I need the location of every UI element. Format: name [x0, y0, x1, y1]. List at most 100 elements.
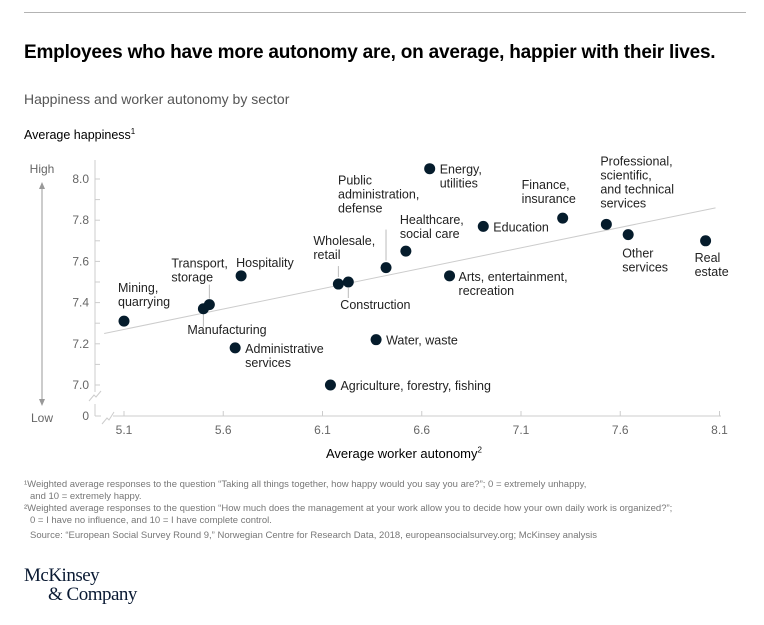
y-tick-label: 7.4 [72, 296, 89, 310]
top-divider [24, 12, 746, 13]
point-label-line: social care [400, 227, 460, 241]
point-label-line: retail [313, 248, 340, 262]
y-scale-arrow-down-icon [39, 399, 45, 406]
y-scale-high-label: High [30, 162, 55, 176]
point-label-line: defense [338, 202, 383, 216]
data-point [229, 342, 241, 354]
y-scale-low-label: Low [31, 411, 53, 425]
x-tick-label: 5.1 [116, 423, 133, 437]
data-point [332, 278, 344, 290]
point-label: Professional, scientific, and technical ser… [600, 154, 674, 210]
y-tick-label: 8.0 [72, 172, 89, 186]
data-point [235, 270, 247, 282]
source-note: Source: “European Social Survey Round 9,… [30, 530, 597, 541]
point-label-line: Other [622, 247, 653, 261]
point-label-line: Education [493, 220, 549, 234]
point-label-line: insurance [522, 192, 576, 206]
point-label: Energy, utilities [440, 163, 482, 191]
point-label-line: estate [695, 265, 729, 279]
x-axis-footnote-marker: 2 [477, 445, 482, 455]
point-label-line: services [622, 261, 668, 275]
point-label-line: Public [338, 174, 372, 188]
x-tick-label: 7.6 [612, 423, 629, 437]
point-label: Administrative services [245, 342, 324, 370]
point-label: Agriculture, forestry, fishing [340, 379, 491, 393]
data-point [324, 379, 336, 391]
point-label: Education [493, 220, 549, 234]
data-points [118, 163, 712, 391]
footnote-2-line-2: 0 = I have no influence, and 10 = I have… [30, 515, 272, 526]
x-tick-label: 6.6 [413, 423, 430, 437]
point-label-line: Finance, [522, 178, 570, 192]
point-label: Mining, quarrying [118, 281, 170, 309]
point-label: Healthcare, social care [400, 213, 464, 241]
y-axis-break-mark [88, 390, 102, 402]
point-label-line: services [600, 196, 646, 210]
point-label-line: Manufacturing [187, 323, 266, 337]
point-label: Manufacturing [187, 323, 266, 337]
chart-title: Employees who have more autonomy are, on… [24, 42, 716, 63]
point-label-line: Administrative [245, 342, 324, 356]
data-point [622, 229, 634, 241]
point-label: Other services [622, 247, 668, 275]
footnote-1-line-2: and 10 = extremely happy. [30, 491, 142, 502]
logo-line-2: & Company [48, 584, 137, 605]
point-label-line: Professional, [600, 154, 672, 168]
data-point [444, 270, 456, 282]
x-axis-title: Average worker autonomy2 [326, 446, 482, 461]
point-label-line: Mining, [118, 281, 158, 295]
x-axis-title-text: Average worker autonomy [326, 446, 478, 461]
point-label-line: recreation [459, 284, 515, 298]
point-label-line: administration, [338, 188, 419, 202]
point-label-line: storage [171, 271, 213, 285]
point-label: Wholesale, retail [313, 234, 375, 262]
x-tick-label: 8.1 [711, 423, 728, 437]
point-label-line: and technical [600, 182, 674, 196]
point-label-line: Transport, [171, 257, 228, 271]
y-scale-arrow-up-icon [39, 182, 45, 189]
point-label: Arts, entertainment, recreation [459, 270, 568, 298]
data-point [203, 299, 215, 311]
x-axis-break-mark [101, 411, 115, 425]
y-origin-label: 0 [82, 409, 89, 423]
data-point [118, 315, 130, 327]
mckinsey-logo: McKinsey & Company [24, 566, 137, 604]
data-point [370, 334, 382, 346]
point-label-line: quarrying [118, 295, 170, 309]
point-label-line: utilities [440, 177, 478, 191]
data-point [342, 276, 354, 288]
footnotes: ¹Weighted average responses to the quest… [24, 479, 744, 542]
x-tick-label: 5.6 [215, 423, 232, 437]
y-tick-label: 7.2 [72, 337, 89, 351]
point-label-line: Real [695, 251, 721, 265]
x-tick-label: 7.1 [513, 423, 530, 437]
data-point [477, 220, 489, 232]
point-label-line: scientific, [600, 168, 651, 182]
point-label: Hospitality [236, 256, 294, 270]
point-label: Finance, insurance [522, 178, 576, 206]
data-point [557, 212, 569, 224]
data-point [424, 163, 436, 175]
point-label: Public administration, defense [338, 174, 419, 216]
x-tick-label: 6.1 [314, 423, 331, 437]
point-label-line: Hospitality [236, 256, 294, 270]
y-tick-label: 7.6 [72, 254, 89, 268]
point-label-line: Water, waste [386, 334, 458, 348]
point-label: Transport, storage [171, 257, 228, 285]
y-axis-footnote-marker: 1 [130, 126, 136, 136]
data-point [380, 262, 392, 274]
point-label-line: Healthcare, [400, 213, 464, 227]
point-label: Construction [340, 298, 410, 312]
chart-subtitle: Happiness and worker autonomy by sector [24, 91, 290, 107]
leader-lines [202, 229, 387, 327]
point-label-line: services [245, 356, 291, 370]
y-axis-title-text: Average happiness [24, 128, 131, 142]
point-label-line: Arts, entertainment, [459, 270, 568, 284]
point-label: Real estate [695, 251, 729, 279]
footnote-2-line-1: ²Weighted average responses to the quest… [24, 503, 673, 514]
axes: 7.0 7.2 7.4 7.6 7.8 8.0 0 5.1 5.6 6.1 6.6 7.1 7.6 8.1… [30, 160, 728, 437]
data-point [400, 245, 412, 257]
point-label-line: Construction [340, 298, 410, 312]
point-label-line: Energy, [440, 163, 482, 177]
